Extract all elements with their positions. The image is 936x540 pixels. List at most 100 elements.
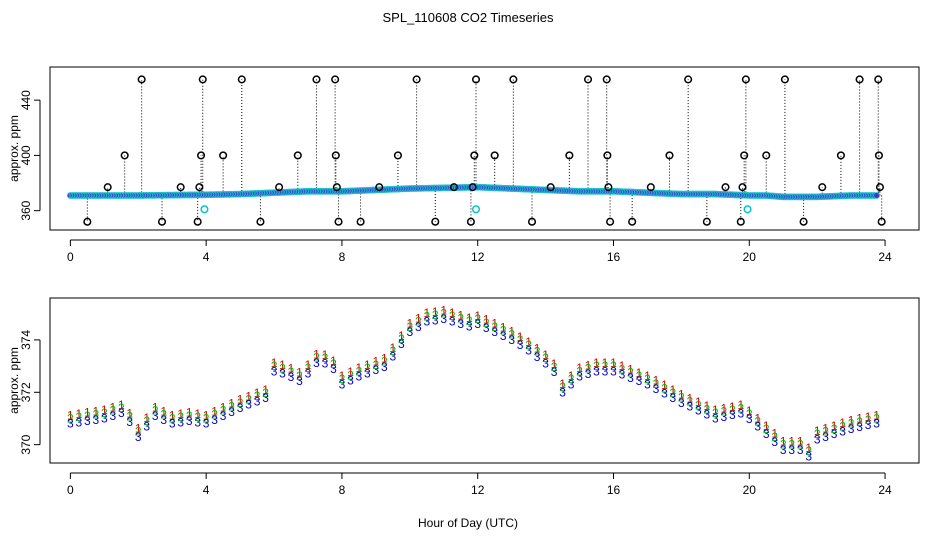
- series-1-point: 1: [381, 351, 388, 365]
- series-3-point: 3: [678, 396, 685, 410]
- series-2-point: 2: [364, 361, 371, 375]
- series-3-point: 3: [347, 374, 354, 388]
- spike-point: [874, 75, 883, 84]
- spike-point: [565, 151, 574, 160]
- series-3-point: 3: [262, 391, 269, 405]
- series-3-point: 3: [254, 394, 261, 408]
- series-1-point: 1: [873, 408, 880, 422]
- series-1-point: 1: [339, 369, 346, 383]
- series-3-point: 3: [271, 364, 278, 378]
- series-1-point: 1: [177, 407, 184, 421]
- spike-point: [509, 75, 518, 84]
- series-1-point: 1: [559, 377, 566, 391]
- bottom-x-tick-label: 8: [339, 483, 346, 497]
- spike-point: [356, 217, 365, 226]
- spike-point: [431, 217, 440, 226]
- series-3-point: 3: [457, 317, 464, 331]
- top-y-tick-label: 440: [19, 90, 33, 110]
- series-2-point: 2: [279, 361, 286, 375]
- spike-point: [546, 183, 555, 192]
- series-2-point: 2: [636, 369, 643, 383]
- series-1-point: 1: [771, 427, 778, 441]
- series-3-point: 3: [822, 430, 829, 444]
- spike-point: [740, 151, 749, 160]
- series-2-point: 2: [644, 372, 651, 386]
- series-3-point: 3: [339, 377, 346, 391]
- series-1-point: 1: [143, 411, 150, 425]
- series-2-point: 2: [865, 413, 872, 427]
- series-1-point: 1: [568, 369, 575, 383]
- series-2-point: 2: [220, 404, 227, 418]
- spike-point: [331, 151, 340, 160]
- spike-point: [393, 151, 402, 160]
- series-2-point: 2: [160, 408, 167, 422]
- series-3-point: 3: [873, 417, 880, 431]
- series-2-point: 2: [466, 314, 473, 328]
- series-3-point: 3: [160, 413, 167, 427]
- series-2-point: 2: [797, 438, 804, 452]
- spike-point: [602, 75, 611, 84]
- series-2-point: 2: [670, 386, 677, 400]
- top-cyan-marks: [200, 205, 752, 214]
- spike-point: [466, 217, 475, 226]
- spike-point: [490, 151, 499, 160]
- series-1-point: 1: [279, 358, 286, 372]
- series-1-point: 1: [670, 383, 677, 397]
- series-2-point: 2: [585, 362, 592, 376]
- series-2-point: 2: [593, 359, 600, 373]
- spike-point: [332, 183, 341, 192]
- series-3-point: 3: [245, 398, 252, 412]
- series-2-point: 2: [406, 320, 413, 334]
- series-1-point: 1: [602, 356, 609, 370]
- series-1-point: 1: [720, 401, 727, 415]
- spike-point: [334, 217, 343, 226]
- series-3-point: 3: [670, 391, 677, 405]
- series-3-point: 3: [390, 349, 397, 363]
- series-3-point: 3: [525, 343, 532, 357]
- series-3-point: 3: [542, 356, 549, 370]
- series-3-point: 3: [364, 366, 371, 380]
- series-3-point: 3: [653, 382, 660, 396]
- series-3-point: 3: [814, 432, 821, 446]
- series-2-point: 2: [551, 360, 558, 374]
- series-2-point: 2: [330, 357, 337, 371]
- series-2-point: 2: [508, 328, 515, 342]
- series-1-point: 1: [373, 355, 380, 369]
- series-1-point: 1: [729, 400, 736, 414]
- series-1-point: 1: [288, 362, 295, 376]
- series-1-point: 1: [788, 435, 795, 449]
- series-1-point: 1: [203, 408, 210, 422]
- series-3-point: 3: [534, 350, 541, 364]
- series-1-point: 1: [848, 414, 855, 428]
- series-1-point: 1: [364, 358, 371, 372]
- series-2-point: 2: [771, 430, 778, 444]
- bottom-y-tick-label: 374: [19, 330, 33, 350]
- series-2-point: 2: [720, 405, 727, 419]
- series-3-point: 3: [143, 419, 150, 433]
- spike-point: [198, 75, 207, 84]
- series-1-point: 1: [109, 400, 116, 414]
- cyan-point: [200, 205, 209, 214]
- series-3-point: 3: [661, 387, 668, 401]
- spike-point: [83, 217, 92, 226]
- spike-point: [606, 217, 615, 226]
- series-2-point: 2: [152, 404, 159, 418]
- series-2-point: 2: [237, 396, 244, 410]
- spike-point: [197, 151, 206, 160]
- series-2-point: 2: [678, 391, 685, 405]
- series-3-point: 3: [474, 317, 481, 331]
- top-spike-marks: [86, 79, 883, 222]
- series-2-point: 2: [84, 409, 91, 423]
- series-2-point: 2: [500, 324, 507, 338]
- spike-point: [176, 183, 185, 192]
- series-1-point: 1: [390, 341, 397, 355]
- series-1-point: 1: [534, 342, 541, 356]
- series-3-point: 3: [610, 364, 617, 378]
- series-2-point: 2: [474, 312, 481, 326]
- series-2-point: 2: [449, 309, 456, 323]
- series-2-point: 2: [839, 419, 846, 433]
- series-1-point: 1: [627, 363, 634, 377]
- series-3-point: 3: [517, 338, 524, 352]
- series-3-point: 3: [440, 312, 447, 326]
